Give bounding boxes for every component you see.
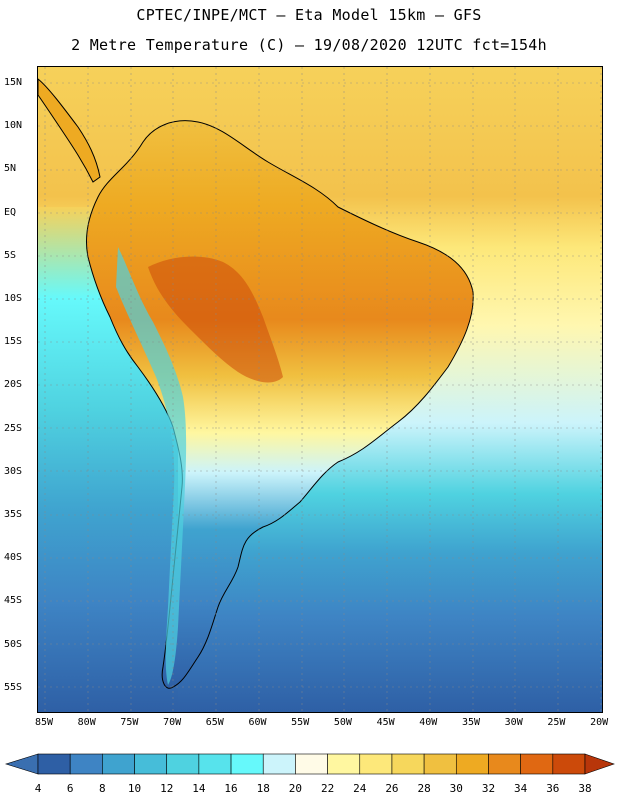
lon-label: 75W	[120, 717, 139, 728]
colorbar-swatch	[102, 753, 135, 775]
colorbar-swatch	[134, 753, 168, 775]
lat-label: 25S	[4, 422, 23, 434]
lat-label: 30S	[4, 465, 23, 477]
colorbar-swatch	[69, 753, 103, 775]
lon-label: 85W	[34, 717, 54, 728]
colorbar-label: 4	[34, 782, 42, 795]
colorbar-label: 22	[320, 782, 335, 795]
graticule	[38, 67, 602, 712]
lon-label: 70W	[163, 717, 182, 728]
colorbar-swatch	[552, 753, 586, 775]
hot-core-region	[148, 256, 283, 383]
map-area	[37, 66, 603, 713]
lat-label: 35S	[4, 509, 23, 520]
colorbar-swatch	[455, 753, 489, 775]
colorbar-swatch	[37, 753, 71, 775]
title-line-1: CPTEC/INPE/MCT – Eta Model 15km – GFS	[136, 6, 482, 24]
colorbar-swatch	[198, 753, 232, 775]
colorbar-label: 36	[546, 782, 560, 795]
lat-label: 45S	[4, 595, 23, 607]
colorbar-label: 16	[224, 782, 238, 795]
lat-label: 15S	[4, 336, 23, 348]
lon-label: 55W	[291, 717, 310, 728]
colorbar-swatch	[520, 753, 554, 775]
colorbar-label: 28	[417, 782, 431, 795]
colorbar-label: 10	[127, 782, 142, 795]
lon-label: 50W	[333, 717, 352, 728]
colorbar-label: 32	[481, 782, 496, 795]
lon-label: 30W	[504, 717, 523, 728]
lon-label: 60W	[248, 717, 267, 728]
title-line-2: 2 Metre Temperature (C) – 19/08/2020 12U…	[71, 36, 547, 54]
colorbar-label: 18	[256, 782, 270, 795]
colorbar-label: 14	[192, 782, 206, 795]
colorbar-swatch	[327, 753, 361, 775]
andes-cool-band	[116, 247, 187, 685]
lon-label: 20W	[590, 717, 609, 728]
colorbar-swatch	[391, 753, 425, 775]
colorbar-label: 6	[66, 782, 74, 795]
lat-label: 20S	[4, 379, 23, 391]
colorbar-low-arrow	[4, 753, 39, 775]
lat-label: 15N	[4, 77, 23, 88]
lon-label: 25W	[547, 717, 566, 728]
lat-label: 40S	[4, 552, 23, 564]
colorbar-label: 26	[385, 782, 399, 795]
lat-label: EQ	[4, 206, 17, 218]
lat-label: 10N	[4, 120, 23, 132]
lon-label: 80W	[77, 717, 96, 728]
colorbar-label: 8	[99, 782, 106, 795]
central-america-landmass	[38, 78, 101, 183]
colorbar-swatch	[423, 753, 457, 775]
colorbar-label: 12	[160, 782, 174, 795]
lon-label: 40W	[419, 717, 438, 728]
colorbar-label: 30	[449, 782, 463, 795]
lat-label: 5S	[4, 249, 17, 261]
colorbar-label: 38	[578, 782, 592, 795]
temperature-map	[38, 67, 602, 712]
lon-label: 35W	[461, 717, 481, 728]
colorbar-label: 34	[514, 782, 528, 795]
lat-label: 50S	[4, 638, 23, 650]
colorbar-swatch	[359, 753, 393, 775]
colorbar-swatch	[166, 753, 200, 775]
lon-label: 65W	[205, 717, 224, 728]
colorbar-swatch	[230, 753, 264, 775]
lon-label: 45W	[376, 717, 395, 728]
colorbar	[4, 753, 615, 775]
colorbar-high-arrow	[584, 753, 615, 775]
lat-label: 5N	[4, 163, 17, 175]
colorbar-label: 24	[353, 782, 367, 795]
lat-label: 10S	[4, 293, 23, 304]
colorbar-label: 20	[288, 782, 303, 795]
colorbar-swatch	[295, 753, 328, 775]
lat-label: 55S	[4, 681, 23, 693]
colorbar-swatch	[488, 753, 521, 775]
colorbar-swatch	[262, 753, 296, 775]
